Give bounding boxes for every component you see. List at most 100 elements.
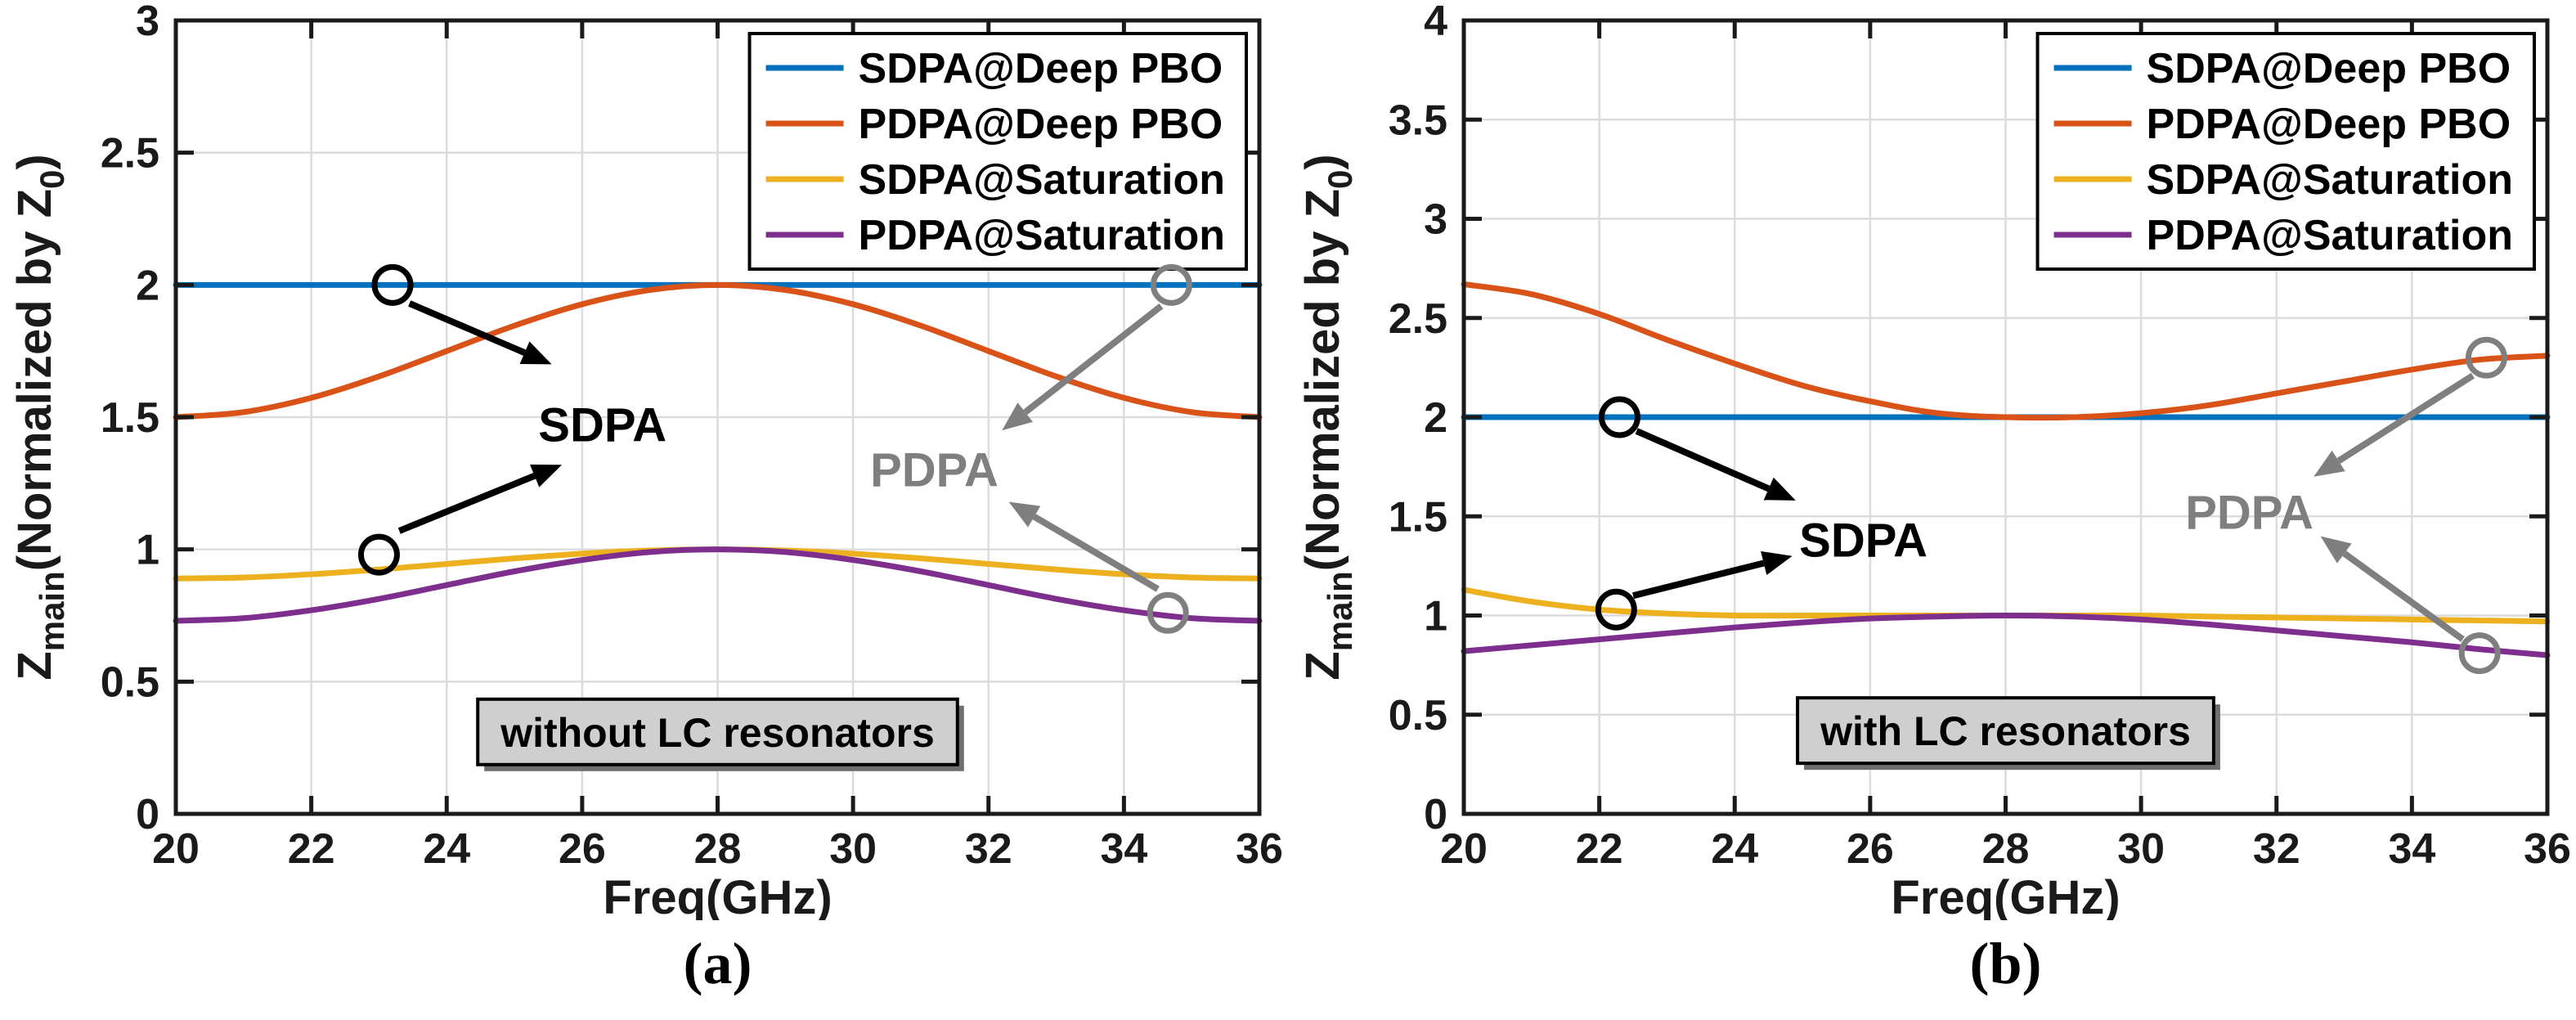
y-axis-label: Zmain(Normalized by Z0)	[1296, 154, 1359, 680]
note-box-frame	[476, 697, 959, 766]
legend-label: SDPA@Deep PBO	[2147, 45, 2511, 92]
note-box: with LC resonators	[1796, 696, 2220, 771]
y-tick-label: 0.5	[101, 658, 159, 706]
legend-box	[2035, 32, 2536, 271]
chart-a: 20 22 24 26 28 30 32 34 36 0 0.5 1 1.5 2 2.5 3 Freq(GHz)…	[0, 0, 1288, 924]
annotation-sdpa: SDPA	[357, 263, 666, 576]
marker-circle	[1598, 396, 1640, 438]
annotation-pdpa: PDPA	[870, 263, 1192, 634]
note-box-label: with LC resonators	[1820, 708, 2191, 754]
annotation-label: SDPA	[538, 399, 666, 452]
axes-box	[1461, 18, 2550, 816]
y-tick-label: 0	[1424, 791, 1447, 838]
x-tick-label: 30	[2117, 825, 2165, 873]
x-tick-label: 32	[2253, 825, 2300, 873]
series-pdpa-deep-pbo	[1461, 281, 2551, 421]
y-tick-label: 1.5	[101, 394, 159, 442]
annotation-sdpa: SDPA	[1595, 396, 1928, 631]
x-tick-label: 24	[1711, 825, 1758, 873]
legend: SDPA@Deep PBO PDPA@Deep PBO SDPA@Saturatio…	[2035, 32, 2536, 271]
legend-label: PDPA@Saturation	[2147, 212, 2513, 259]
annotation-label: PDPA	[870, 444, 999, 497]
annotation-arrow-line	[1632, 559, 1765, 600]
y-tick-label: 1	[136, 527, 159, 574]
y-tick-label: 0	[136, 791, 159, 838]
annotation-arrow-line	[397, 473, 536, 534]
series-lines	[173, 281, 1263, 624]
y-tick-label: 4	[1424, 0, 1447, 45]
y-tick-label: 2	[136, 262, 159, 309]
annotation-arrowhead	[1008, 501, 1041, 528]
annotation-arrowhead	[530, 464, 563, 488]
tick-labels: 20 22 24 26 28 30 32 34 36 0 0.5 1 1.5 2 2.5 3 3.5 4	[1389, 0, 2571, 873]
x-tick-label: 36	[2524, 825, 2571, 873]
x-tick-label: 32	[965, 825, 1012, 873]
annotation-arrowhead	[519, 341, 552, 365]
chart-svg: 20 22 24 26 28 30 32 34 36 0 0.5 1 1.5 2 2.5 3 3.5 4 Freq(…	[1296, 0, 2571, 924]
annotation-arrowhead	[1761, 550, 1793, 576]
x-tick-label: 20	[152, 825, 200, 873]
x-axis-label: Freq(GHz)	[1891, 871, 2120, 920]
marker-circle	[1595, 588, 1637, 631]
annotation-arrow-line	[1023, 303, 1164, 416]
legend-label: PDPA@Saturation	[859, 212, 1225, 259]
y-axis-label: Zmain(Normalized by Z0)	[8, 154, 71, 680]
marker-circle	[1150, 263, 1192, 306]
annotation-arrow-line	[1032, 514, 1160, 592]
note-box: without LC resonators	[476, 697, 964, 771]
legend-label: SDPA@Saturation	[2147, 156, 2513, 204]
x-tick-label: 28	[1982, 825, 2030, 873]
caption-b: (b)	[1969, 931, 2042, 996]
annotation-arrowhead	[1763, 477, 1796, 501]
annotation-arrowhead	[2320, 536, 2352, 564]
legend-box	[747, 32, 1248, 271]
y-tick-label: 2.5	[101, 130, 159, 177]
x-tick-label: 26	[559, 825, 606, 873]
legend: SDPA@Deep PBO PDPA@Deep PBO SDPA@Saturatio…	[747, 32, 1248, 271]
y-tick-label: 1.5	[1389, 493, 1447, 541]
x-tick-label: 22	[288, 825, 335, 873]
x-tick-label: 20	[1440, 825, 1488, 873]
y-tick-label: 0.5	[1389, 692, 1447, 739]
series-pdpa-deep-pbo	[173, 281, 1263, 420]
x-axis-label: Freq(GHz)	[603, 871, 832, 920]
series-lines	[1461, 281, 2551, 658]
marker-circle	[1147, 591, 1189, 634]
y-tick-label: 3	[1424, 196, 1447, 244]
x-tick-label: 34	[1100, 825, 1147, 873]
y-tick-label: 3	[136, 0, 159, 45]
annotation-label: PDPA	[2185, 486, 2313, 539]
annotation-label: SDPA	[1799, 514, 1928, 567]
note-box-label: without LC resonators	[500, 710, 935, 756]
series-pdpa-saturation	[1461, 613, 2551, 658]
annotation-arrow-line	[1635, 428, 1770, 492]
x-tick-label: 22	[1576, 825, 1623, 873]
legend-label: SDPA@Deep PBO	[859, 45, 1223, 92]
marker-circle	[371, 263, 414, 306]
caption-a: (a)	[683, 931, 752, 996]
marker-circle	[357, 533, 400, 576]
marker-circle	[2458, 632, 2501, 675]
annotation-pdpa: PDPA	[2185, 336, 2507, 675]
y-tick-label: 1	[1424, 593, 1447, 640]
legend-label: SDPA@Saturation	[859, 156, 1225, 204]
x-tick-label: 30	[829, 825, 877, 873]
marker-circle	[2465, 336, 2507, 379]
legend-label: PDPA@Deep PBO	[2147, 101, 2511, 148]
x-tick-label: 26	[1847, 825, 1894, 873]
annotation-arrowhead	[1002, 402, 1033, 431]
annotation-arrow-line	[408, 300, 527, 356]
x-tick-label: 24	[423, 825, 470, 873]
tick-labels: 20 22 24 26 28 30 32 34 36 0 0.5 1 1.5 2 2.5 3	[101, 0, 1283, 873]
chart-b: 20 22 24 26 28 30 32 34 36 0 0.5 1 1.5 2 2.5 3 3.5 4 Freq(…	[1288, 0, 2576, 924]
annotation-arrow-line	[2342, 550, 2465, 642]
y-tick-label: 3.5	[1389, 97, 1447, 144]
y-tick-label: 2.5	[1389, 295, 1447, 343]
chart-svg: 20 22 24 26 28 30 32 34 36 0 0.5 1 1.5 2 2.5 3 Freq(GHz)…	[8, 0, 1283, 924]
x-tick-label: 36	[1236, 825, 1283, 873]
axes-box	[173, 18, 1262, 816]
y-tick-label: 2	[1424, 394, 1447, 442]
series-pdpa-saturation	[173, 546, 1263, 624]
annotation-arrow-line	[2336, 372, 2475, 464]
